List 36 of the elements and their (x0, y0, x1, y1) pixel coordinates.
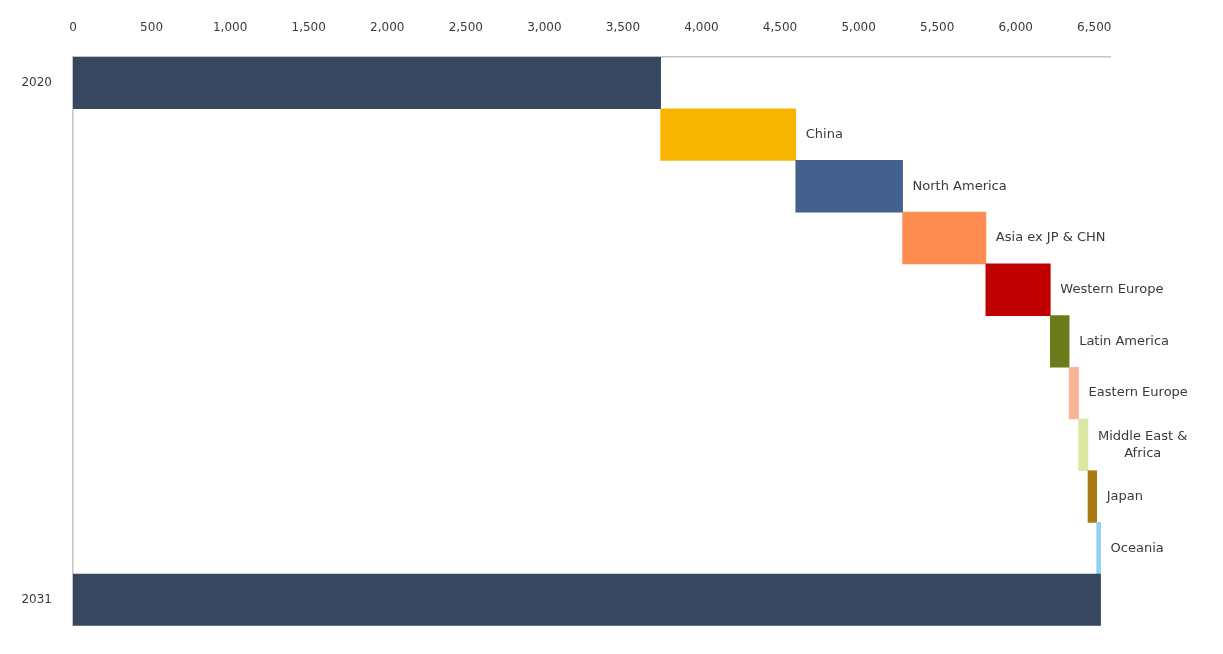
x-tick-label: 6,000 (998, 19, 1033, 34)
y-tick-label: Western Europe (1060, 281, 1164, 297)
x-tick-label: 5,500 (919, 19, 955, 34)
y-tick-label: 2031 (21, 592, 52, 607)
x-tick-label: 1,000 (212, 19, 248, 34)
bar (1049, 315, 1070, 368)
bar (1068, 366, 1079, 420)
bar (1096, 522, 1101, 575)
y-tick-label: North America (912, 177, 1007, 193)
y-tick-label: 2020 (21, 74, 52, 89)
y-tick-label: Eastern Europe (1088, 384, 1188, 400)
x-tick-label: 3,500 (605, 19, 641, 34)
x-tick-label: 0 (69, 19, 77, 34)
x-tick-label: 500 (140, 19, 164, 34)
bar (795, 160, 903, 213)
y-tick-label: Japan (1105, 487, 1143, 503)
x-tick-label: 6,500 (1077, 19, 1112, 34)
x-tick-label: 3,000 (527, 19, 562, 34)
y-tick-label: Asia ex JP & CHN (995, 229, 1106, 245)
y-tick-label: Latin America (1079, 332, 1170, 348)
bar (985, 263, 1051, 316)
bar (660, 108, 797, 161)
x-tick-label: 2,500 (448, 19, 483, 34)
x-tick-label: 4,500 (762, 19, 798, 34)
y-tick-label: Middle East & Africa (1098, 427, 1188, 460)
bar (73, 573, 1101, 626)
x-tick-label: 4,000 (684, 19, 719, 34)
x-tick-label: 1,500 (291, 19, 326, 34)
bar (902, 211, 987, 265)
x-tick-label: 5,000 (841, 19, 876, 34)
bar (73, 57, 661, 110)
bar (1087, 470, 1097, 523)
bar (1078, 418, 1089, 471)
y-tick-label: Oceania (1110, 539, 1164, 555)
y-tick-label: China (805, 125, 843, 141)
x-tick-label: 2,000 (370, 19, 405, 34)
